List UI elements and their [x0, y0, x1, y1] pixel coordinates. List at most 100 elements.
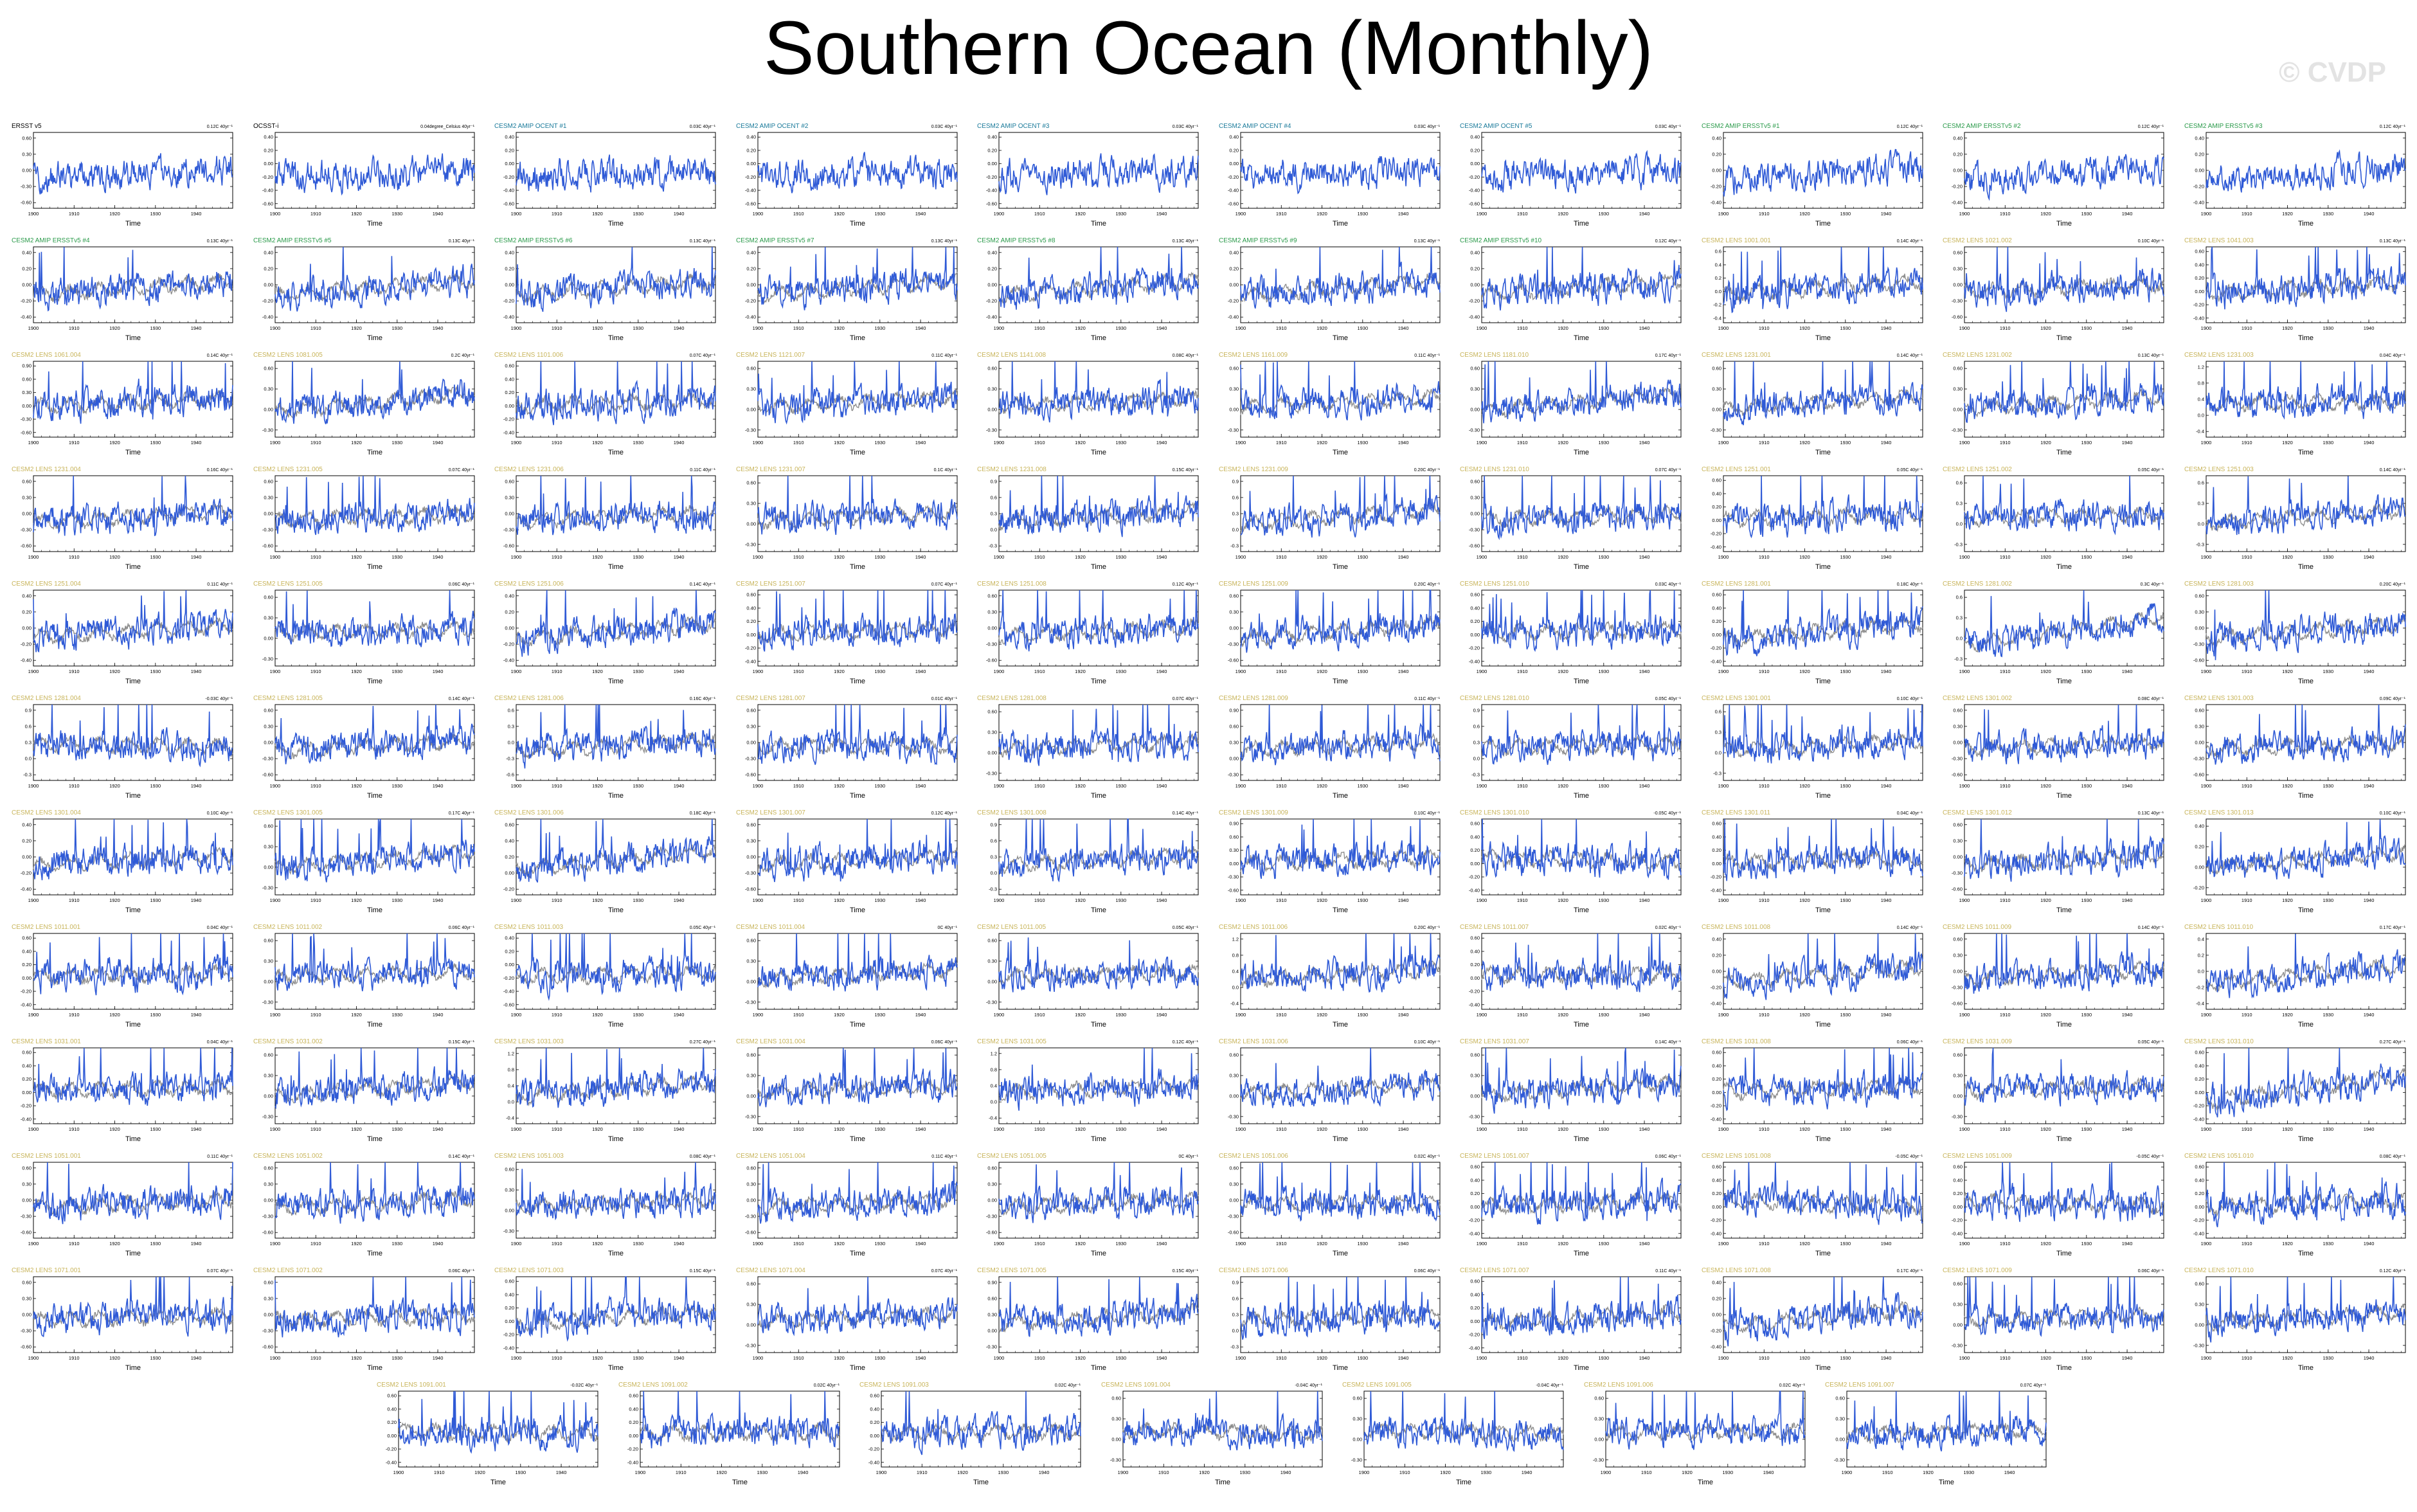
panel-svg: CESM2 AMIP ERSSTv5 #6 0.13C 40yr⁻¹ 0.40 0.2…	[494, 237, 716, 342]
y-tick-label: 0.60	[987, 938, 997, 944]
y-tick-label: -0.40	[1710, 544, 1721, 550]
timeseries-panel: CESM2 LENS 1301.006 0.18C 40yr⁻¹ 0.60 0.40 0…	[490, 809, 722, 922]
x-tick-label: 1930	[1357, 669, 1368, 674]
y-tick-label: 0.0	[508, 740, 514, 746]
y-tick-label: 0.6	[1714, 709, 1721, 715]
x-tick-label: 1910	[1034, 1126, 1045, 1132]
x-tick-label: 1930	[1598, 440, 1609, 446]
trend-label: 0.13C 40yr⁻¹	[1414, 239, 1440, 244]
x-tick-label: 1920	[109, 211, 120, 217]
y-tick-label: 0.60	[264, 707, 273, 713]
x-tick-label: 1920	[1075, 669, 1086, 674]
y-tick-label: -0.40	[1710, 887, 1721, 893]
y-tick-label: 0.00	[746, 1093, 756, 1099]
y-tick-label: 0.00	[746, 978, 756, 984]
x-tick-label: 1940	[191, 211, 202, 217]
trend-label: 0.04C 40yr⁻¹	[1896, 811, 1923, 816]
y-tick-label: -0.60	[1952, 314, 1963, 320]
y-tick-label: 0.00	[746, 740, 756, 746]
y-tick-label: 0.60	[264, 595, 273, 600]
panel-title: CESM2 LENS 1011.009	[1943, 924, 2012, 931]
panel-svg: CESM2 LENS 1011.009 0.14C 40yr⁻¹ 0.60 0.30 0…	[1943, 924, 2164, 1029]
series-line	[33, 153, 233, 195]
x-axis-label: Time	[366, 449, 382, 456]
x-tick-label: 1920	[2282, 325, 2293, 331]
y-tick-label: -0.30	[262, 527, 273, 533]
panel-svg: CESM2 LENS 1301.001 0.10C 40yr⁻¹ 0.6 0.3 0.0…	[1702, 695, 1923, 800]
x-tick-label: 1910	[2000, 1012, 2011, 1018]
y-tick-label: 0.3	[508, 723, 514, 729]
x-tick-label: 1940	[1397, 783, 1408, 789]
y-tick-label: 0.00	[1953, 740, 1963, 746]
x-tick-label: 1910	[69, 211, 80, 217]
panel-svg: CESM2 LENS 1281.002 0.3C 40yr⁻¹ 0.6 0.3 0.0 -…	[1943, 580, 2164, 685]
y-tick-label: 0.20	[1712, 847, 1721, 853]
y-tick-label: 0.00	[1470, 1093, 1480, 1099]
x-tick-label: 1940	[915, 211, 926, 217]
trend-label: 0.15C 40yr⁻¹	[1173, 468, 1199, 473]
y-tick-label: 0.4	[2197, 936, 2204, 942]
timeseries-panel: CESM2 LENS 1031.002 0.15C 40yr⁻¹ 0.60 0.30 0…	[249, 1038, 481, 1151]
timeseries-panel: CESM2 LENS 1101.006 0.07C 40yr⁻¹ 0.60 0.40 0…	[490, 351, 722, 464]
y-tick-label: 0.30	[1470, 1073, 1480, 1079]
panel-svg: CESM2 LENS 1001.001 0.14C 40yr⁻¹ 0.6 0.4 0.2…	[1702, 237, 1923, 342]
trend-label: 0.10C 40yr⁻¹	[1414, 1040, 1440, 1045]
x-tick-label: 1920	[351, 783, 362, 789]
y-tick-label: 0.00	[1229, 161, 1239, 166]
y-tick-label: 0.00	[987, 161, 997, 166]
y-tick-label: -0.3	[1954, 541, 1963, 547]
x-tick-label: 1940	[2363, 1012, 2374, 1018]
y-tick-label: 0.00	[1470, 511, 1480, 517]
timeseries-panel: CESM2 LENS 1281.010 0.05C 40yr⁻¹ 0.9 0.6 0.3…	[1456, 694, 1687, 807]
x-tick-label: 1940	[1397, 554, 1408, 560]
x-tick-label: 1900	[1477, 1126, 1487, 1132]
x-tick-label: 1910	[1034, 554, 1045, 560]
y-tick-label: -0.3	[23, 772, 31, 778]
series-line	[757, 933, 958, 992]
trend-label: 0.17C 40yr⁻¹	[1655, 354, 1682, 358]
panel-svg: CESM2 LENS 1281.004 -0.03C 40yr⁻¹ 0.9 0.6 0.…	[12, 695, 233, 800]
panel-title: CESM2 LENS 1231.004	[12, 466, 81, 473]
x-tick-label: 1920	[592, 783, 603, 789]
timeseries-panel: CESM2 LENS 1281.004 -0.03C 40yr⁻¹ 0.9 0.6 0.…	[8, 694, 239, 807]
ensemble-mean-line	[757, 388, 958, 416]
x-tick-label: 1920	[2040, 1012, 2051, 1018]
x-axis-label: Time	[125, 1021, 141, 1029]
y-tick-label: -0.60	[986, 201, 997, 206]
y-tick-label: -0.20	[21, 642, 31, 647]
y-tick-label: -0.30	[986, 770, 997, 776]
y-tick-label: -0.20	[986, 174, 997, 180]
x-axis-label: Time	[1091, 220, 1106, 228]
y-tick-label: 1.2	[2197, 364, 2204, 370]
y-tick-label: 0.30	[264, 386, 273, 392]
x-tick-label: 1940	[432, 897, 443, 903]
x-tick-label: 1920	[1075, 1126, 1086, 1132]
x-tick-label: 1940	[2122, 897, 2133, 903]
x-tick-label: 1910	[2000, 211, 2011, 217]
timeseries-panel: CESM2 LENS 1301.004 0.10C 40yr⁻¹ 0.40 0.20 0…	[8, 809, 239, 922]
y-tick-label: 0.6	[1473, 723, 1480, 729]
x-tick-label: 1930	[150, 1126, 161, 1132]
x-tick-label: 1900	[511, 554, 522, 560]
y-tick-label: -0.40	[1469, 188, 1480, 194]
x-tick-label: 1910	[793, 554, 804, 560]
x-tick-label: 1930	[1357, 897, 1368, 903]
y-tick-label: 0.00	[264, 864, 273, 870]
x-tick-label: 1940	[2122, 1012, 2133, 1018]
plot-frame	[2206, 132, 2405, 209]
timeseries-panel: CESM2 LENS 1011.007 0.02C 40yr⁻¹ 0.60 0.40 0…	[1456, 923, 1687, 1036]
x-tick-label: 1940	[432, 783, 443, 789]
panel-svg: CESM2 LENS 1301.010 -0.05C 40yr⁻¹ 0.60 0.40…	[1460, 809, 1682, 914]
x-tick-label: 1910	[310, 669, 321, 674]
x-tick-label: 1940	[1639, 897, 1650, 903]
x-axis-label: Time	[2297, 906, 2313, 914]
panel-title: CESM2 LENS 1121.007	[736, 352, 805, 359]
x-axis-label: Time	[1332, 1135, 1347, 1143]
y-tick-label: -0.60	[503, 1002, 514, 1007]
x-tick-label: 1920	[109, 325, 120, 331]
y-tick-label: -0.40	[744, 658, 755, 664]
timeseries-panel: CESM2 AMIP OCENT #5 0.03C 40yr⁻¹ 0.40 0.20 0…	[1456, 122, 1687, 235]
x-tick-label: 1930	[874, 1126, 885, 1132]
x-tick-label: 1930	[1115, 554, 1126, 560]
x-axis-label: Time	[1574, 563, 1589, 571]
